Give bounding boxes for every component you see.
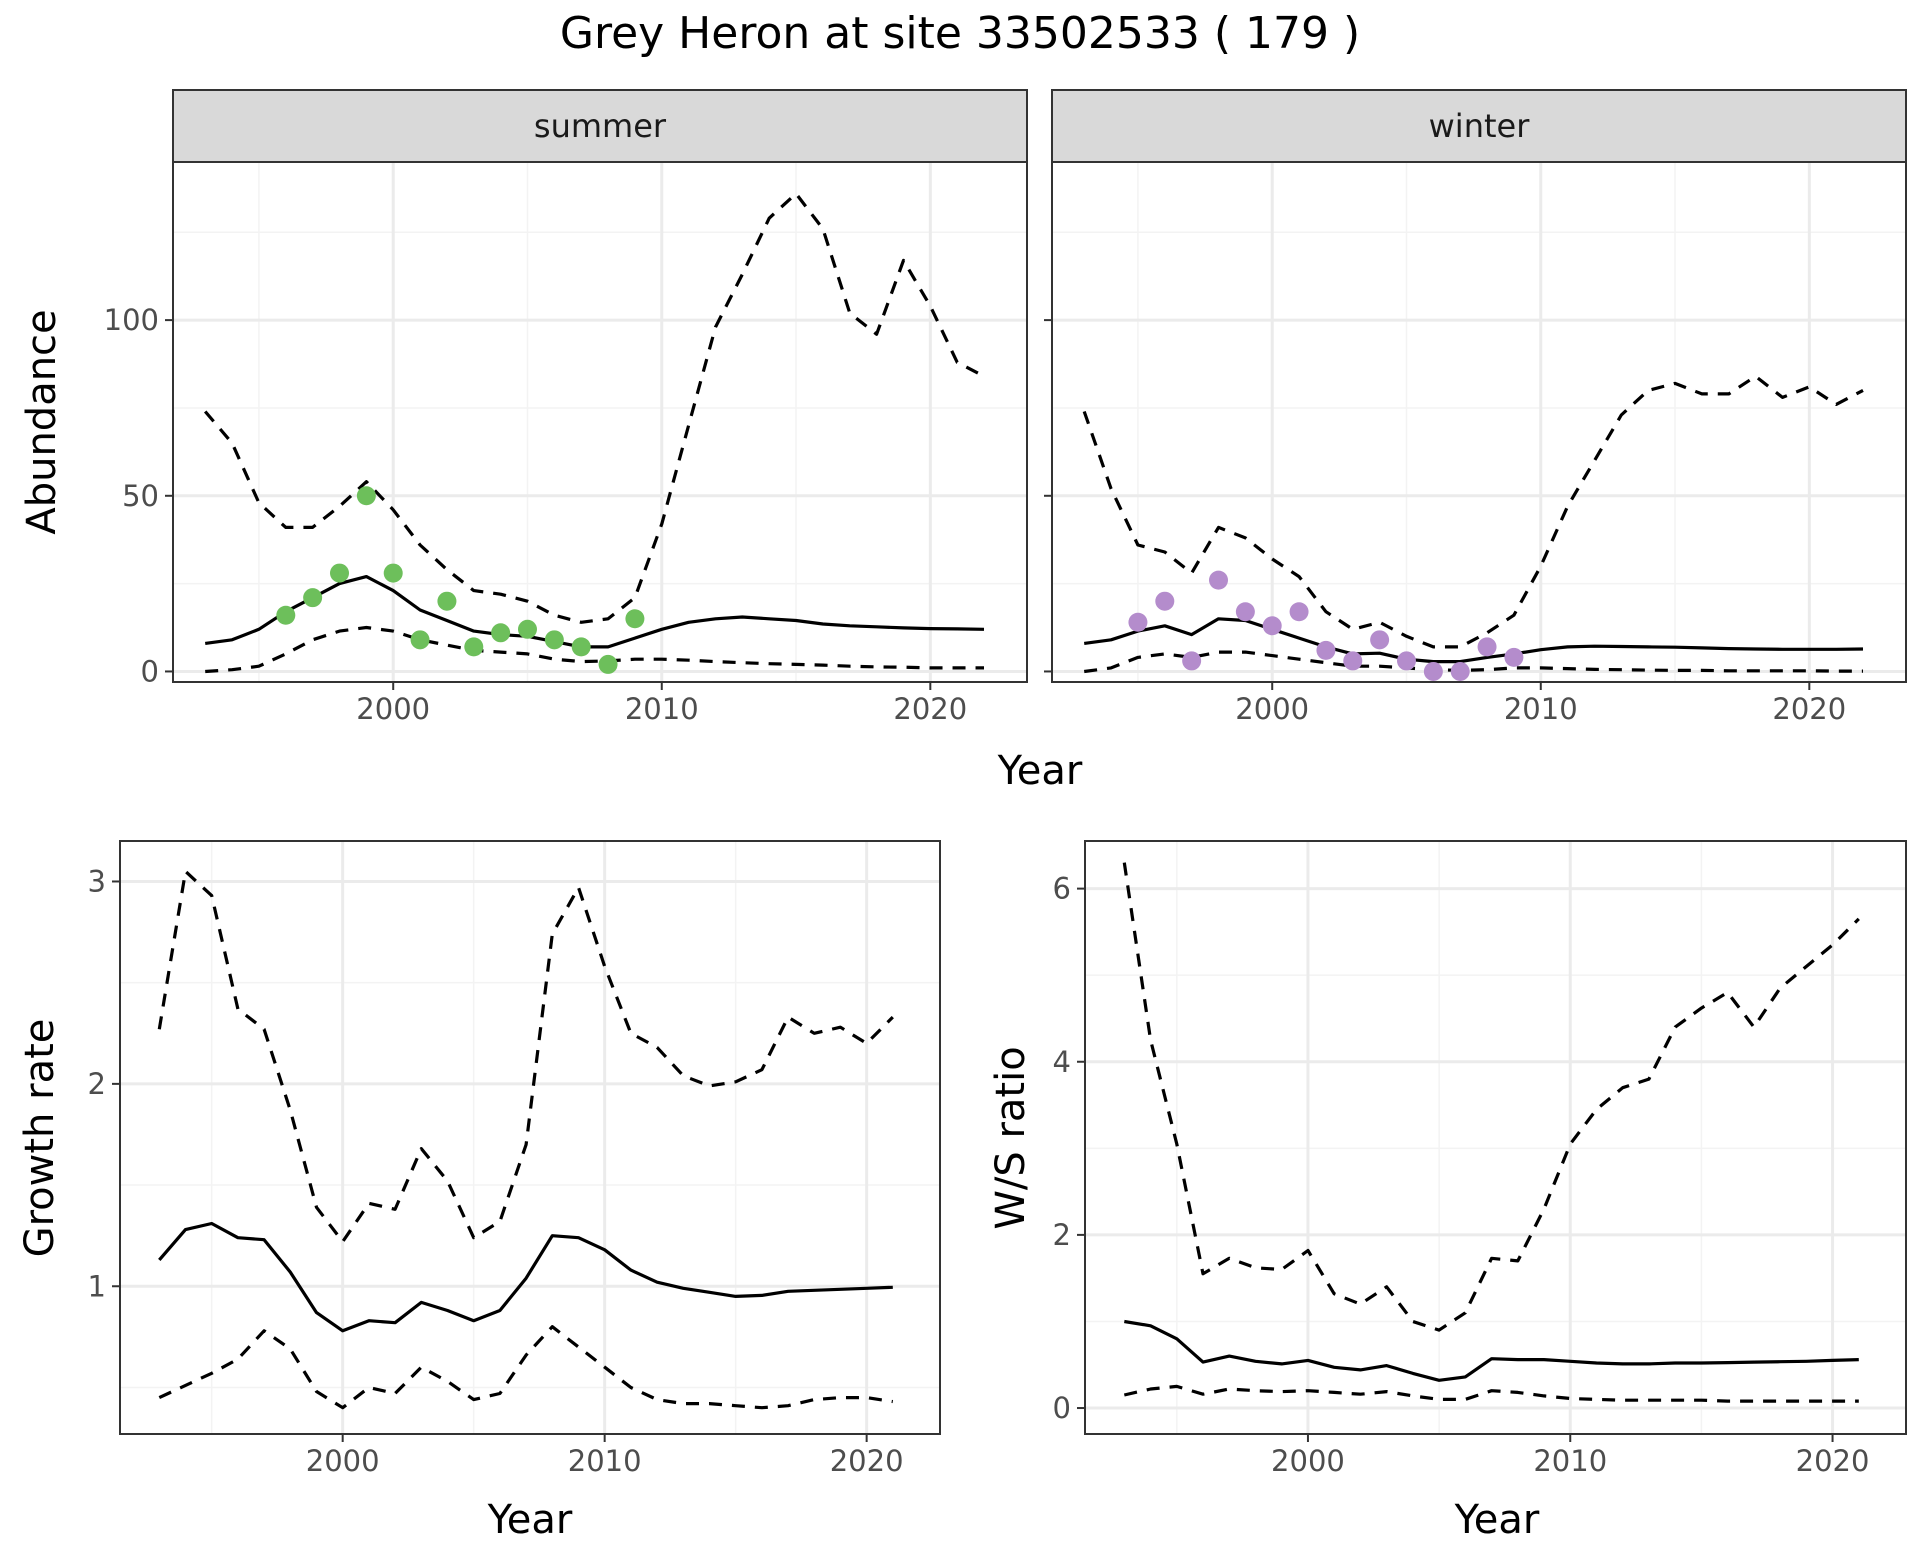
upper-line [1122,862,1860,1332]
y-tick-label: 0 [141,654,159,688]
x-tick-label: 2020 [893,692,967,726]
panel-border [119,840,941,1435]
winter-panel: winter 2000 2010 2020 [1044,89,1907,726]
observed-point [1316,640,1336,660]
y-tick-label: 1 [88,1269,106,1303]
panel-border [1051,161,1907,683]
x-tick-label: 2020 [1772,692,1846,726]
x-tick-label: 2020 [1796,1444,1870,1478]
observed-point [276,605,296,625]
panel-border [1084,840,1907,1435]
observed-point [517,619,537,639]
ws-ratio-plot-area: 2000 2010 2020 0 2 4 6 [1053,840,1907,1478]
observed-point [1235,602,1255,622]
panel-background [1085,841,1906,1434]
top-x-axis-title: Year [997,748,1083,794]
x-tick-label: 2010 [568,1444,642,1478]
observed-point [1209,570,1229,590]
summer-plot-area: 2000 2010 2020 0 50 100 [104,161,1028,726]
observed-point [1423,661,1443,681]
upper-line [157,869,894,1244]
ws-ratio-x-axis-title: Year [1454,1497,1540,1543]
ws-ratio-axis-title: W/S ratio [988,1046,1034,1229]
estimate-line [1083,617,1864,664]
observed-point [303,588,323,608]
growth-rate-plot-area: 2000 2010 2020 1 2 3 [88,840,941,1478]
x-tick-label: 2020 [830,1444,904,1478]
observed-point [383,563,403,583]
panel-background [120,841,940,1434]
observed-point [437,591,457,611]
growth-rate-axis-title: Growth rate [17,1019,63,1258]
upper-line [1082,374,1864,649]
lower-line [158,1325,894,1410]
chart-title: Grey Heron at site 33502533 ( 179 ) [560,8,1360,59]
panel-background [1052,162,1906,682]
observed-point [1450,661,1470,681]
observed-point [1262,616,1282,636]
lower-line [1083,650,1863,674]
observed-point [1343,651,1363,671]
panel-border [172,161,1028,683]
estimate-line [204,575,985,649]
y-tick-label: 2 [1053,1218,1071,1252]
estimate-line [1124,1319,1859,1382]
winter-strip-label: winter [1429,107,1531,145]
growth-rate-x-axis-title: Year [487,1497,573,1543]
observed-point [356,486,376,506]
observed-point [1128,612,1148,632]
x-tick-label: 2010 [625,692,699,726]
winter-strip [1051,89,1907,163]
x-tick-label: 2010 [1504,692,1578,726]
observed-point [1182,651,1202,671]
observed-point [330,563,350,583]
y-tick-label: 0 [1053,1391,1071,1425]
x-tick-label: 2000 [356,692,430,726]
observed-point [491,623,511,643]
estimate-line [158,1221,893,1333]
y-tick-label: 50 [122,479,159,513]
abundance-axis-title: Abundance [19,309,65,534]
x-tick-label: 2000 [1271,1444,1345,1478]
y-tick-label: 3 [88,864,106,898]
x-tick-label: 2000 [1235,692,1309,726]
lower-line [1123,1384,1859,1403]
observed-point [1396,651,1416,671]
summer-panel: summer 2000 2010 2020 0 50 100 [104,89,1028,726]
winter-plot-area: 2000 2010 2020 [1044,161,1907,726]
observed-point [1370,630,1390,650]
observed-point [598,654,618,674]
x-tick-label: 2010 [1533,1444,1607,1478]
observed-point [1289,602,1309,622]
observed-point [1477,637,1497,657]
observed-point [1155,591,1175,611]
observed-point [625,609,645,629]
observed-point [1504,647,1524,667]
y-tick-label: 100 [104,303,159,337]
summer-strip [172,89,1028,163]
x-tick-label: 2000 [306,1444,380,1478]
lower-line [205,625,984,674]
observed-point [544,630,564,650]
observed-point [571,637,591,657]
summer-strip-label: summer [534,107,667,145]
y-tick-label: 4 [1053,1045,1071,1079]
y-tick-label: 2 [88,1067,106,1101]
observed-point [464,637,484,657]
observed-point [410,630,430,650]
y-tick-label: 6 [1053,872,1071,906]
